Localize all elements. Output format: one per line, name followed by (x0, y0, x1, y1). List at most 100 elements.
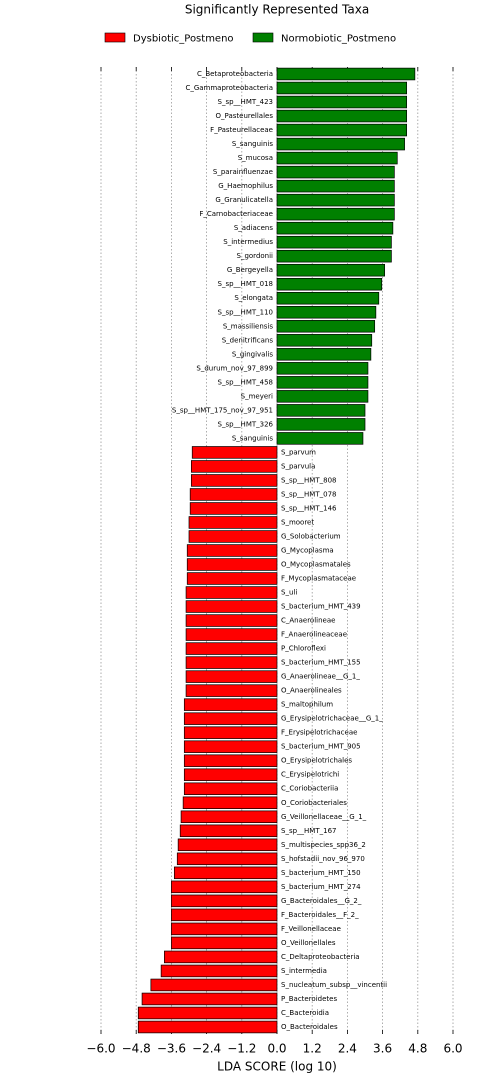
category-label: S_bacterium_HMT_905 (281, 743, 361, 751)
category-label: S_bacterium_HMT_150 (281, 869, 361, 877)
bar (171, 936, 278, 950)
bar (276, 263, 386, 277)
bar (276, 277, 383, 291)
x-tick-label: 1.2 (303, 1042, 322, 1056)
chart-title: Significantly Represented Taxa (185, 3, 369, 17)
bar (276, 109, 408, 123)
bar (276, 67, 416, 81)
bar (137, 1020, 278, 1034)
category-label: S_sp__HMT_146 (281, 504, 337, 512)
bar (186, 558, 278, 571)
category-label: S_mucosa (238, 154, 273, 162)
category-label: S_parvum (281, 448, 316, 456)
category-label: S_uli (281, 589, 297, 597)
bar (183, 726, 278, 739)
category-label: F_Erysipelotrichaceae (281, 729, 357, 737)
bar (276, 306, 377, 319)
bar (150, 978, 278, 992)
x-tick-label: 6.0 (443, 1042, 462, 1056)
bar (173, 866, 278, 880)
category-label: S_elongata (234, 294, 273, 302)
x-tick-label: −1.2 (227, 1042, 256, 1056)
bar (185, 600, 278, 613)
category-label: C_Coriobacteriia (281, 785, 338, 793)
category-label: O_Coriobacteriales (281, 799, 347, 807)
bar (171, 880, 278, 894)
category-label: S_sp__HMT_175_nov_97_951 (172, 406, 273, 414)
legend-swatch (104, 32, 126, 43)
bar (188, 530, 278, 543)
bar (276, 249, 392, 263)
x-tick-label: −3.6 (157, 1042, 186, 1056)
category-label: S_maltophilum (281, 701, 333, 709)
category-label: S_sp__HMT_458 (218, 378, 273, 386)
category-label: S_sp__HMT_018 (218, 280, 273, 288)
bar (276, 81, 408, 95)
category-label: C_Erysipelotrichi (281, 771, 339, 779)
category-label: F_Mycoplasmataceae (281, 575, 356, 583)
bar (276, 137, 405, 151)
bar (186, 544, 278, 557)
category-label: S_sanguinis (232, 140, 274, 148)
x-tick-label: 3.6 (373, 1042, 392, 1056)
category-label: F_Anaerolineaceae (281, 631, 347, 639)
bar (189, 502, 278, 515)
category-label: O_Erysipelotrichales (281, 757, 352, 765)
category-label: S_sp__HMT_808 (281, 476, 336, 484)
bar (276, 95, 408, 109)
category-label: S_massiliensis (223, 322, 274, 330)
bar (276, 432, 364, 445)
category-label: S_bacterium_HMT_155 (281, 659, 361, 667)
bar (276, 207, 395, 221)
bar (276, 390, 369, 403)
category-label: S_denitrificans (222, 336, 274, 344)
bar (183, 712, 278, 725)
bar (276, 348, 372, 361)
bar (171, 908, 278, 922)
category-label: S_bacterium_HMT_439 (281, 603, 361, 611)
x-tick-label: −6.0 (86, 1042, 115, 1056)
bar (183, 754, 278, 767)
bar (276, 376, 369, 389)
category-label: F_Bacteroidales__F_2_ (281, 911, 359, 919)
category-label: G_Granulicatella (215, 196, 273, 204)
category-label: S_mooret (281, 518, 314, 526)
category-label: O_Anaerolineales (281, 687, 342, 695)
x-tick-label: 2.4 (338, 1042, 357, 1056)
bar (191, 446, 278, 459)
category-label: S_multispecies_spp36_2 (281, 841, 366, 849)
bar (137, 1006, 278, 1020)
bar (276, 404, 366, 417)
bar (276, 362, 369, 375)
category-label: S_parainfluenzae (213, 168, 273, 176)
category-label: S_intermedius (223, 238, 273, 246)
category-label: S_nucleatum_subsp__vincentii (281, 981, 387, 989)
bar (182, 796, 278, 809)
category-label: O_Pasteurellales (216, 112, 274, 120)
category-label: S_hofstadii_nov_96_970 (281, 855, 365, 863)
category-label: S_adiacens (234, 224, 274, 232)
bar (185, 670, 278, 683)
bar (185, 656, 278, 669)
category-label: G_Mycoplasma (281, 547, 334, 555)
bar (276, 334, 373, 347)
category-label: S_sp__HMT_078 (281, 490, 336, 498)
legend-label: Dysbiotic_Postmeno (133, 34, 234, 45)
bar (276, 123, 408, 137)
category-label: S_parvula (281, 462, 315, 470)
category-label: S_meyeri (241, 392, 273, 400)
legend-label: Normobiotic_Postmeno (281, 34, 396, 45)
bar (276, 320, 376, 333)
bar (171, 894, 278, 908)
category-label: F_Carnobacteriaceae (199, 210, 273, 218)
bar (190, 460, 278, 473)
bar (185, 628, 278, 641)
category-label: G_Erysipelotrichaceae__G_1_ (281, 715, 383, 723)
category-label: G_Veillonellaceae__G_1_ (281, 813, 367, 821)
legend-swatch (252, 32, 274, 43)
bar (186, 572, 278, 585)
bar (276, 151, 398, 165)
category-label: S_sp__HMT_167 (281, 827, 336, 835)
bar (179, 824, 278, 838)
category-label: G_Anaerolineae__G_1_ (281, 673, 360, 681)
